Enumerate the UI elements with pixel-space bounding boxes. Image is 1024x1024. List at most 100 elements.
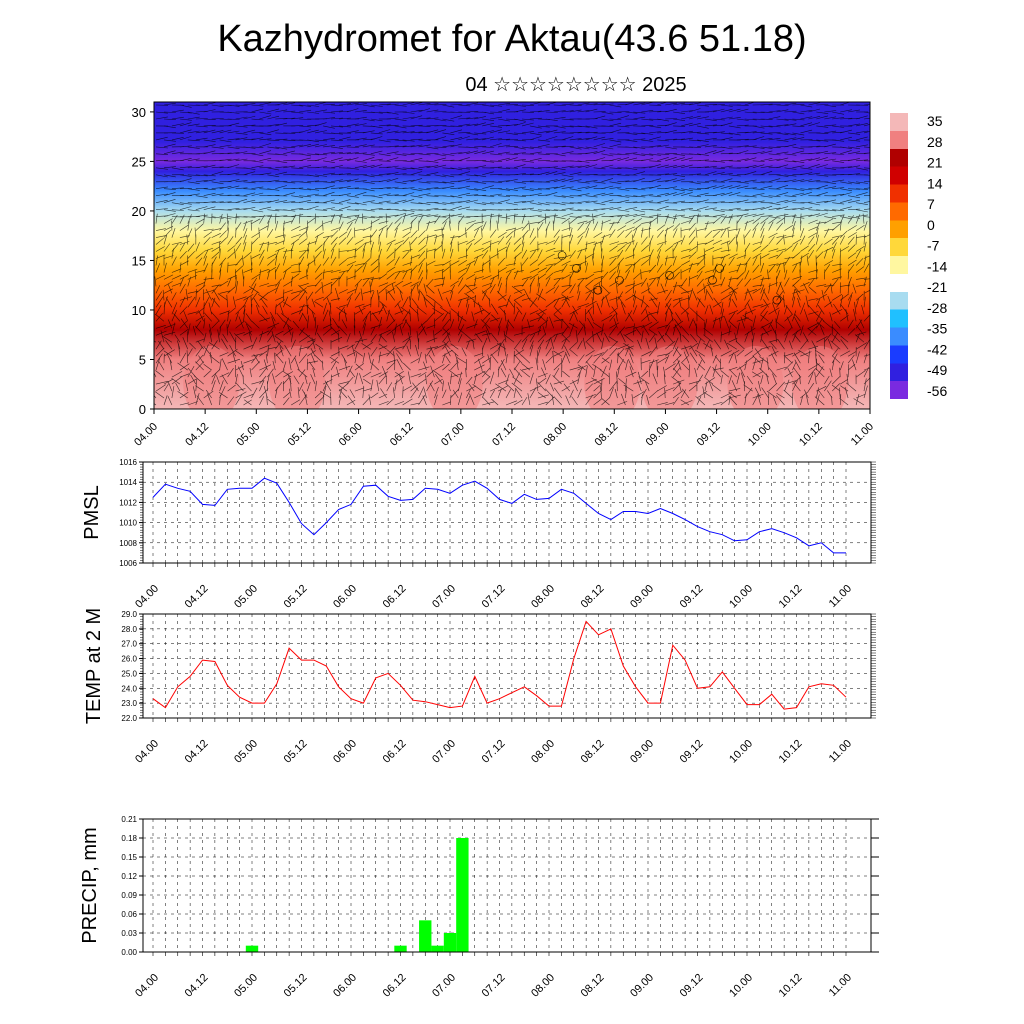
wind-vector: [766, 357, 769, 371]
wind-vector: [315, 102, 327, 106]
wind-vector: [641, 139, 654, 142]
wind-vector: [354, 303, 365, 308]
wind-vector: [251, 232, 261, 238]
wind-vector: [354, 307, 366, 315]
wind-vector: [840, 117, 853, 120]
wind-vector: [410, 202, 423, 204]
wind-vector: [776, 151, 789, 155]
wind-vector: [235, 320, 245, 329]
y-tick-label: 0: [139, 402, 146, 417]
wind-vector: [380, 388, 387, 399]
wind-vector: [240, 360, 244, 371]
wind-vector: [824, 269, 826, 280]
wind-vector: [505, 373, 510, 385]
wind-vector: [816, 157, 828, 162]
wind-vector: [784, 256, 790, 266]
wind-vector: [688, 173, 702, 176]
wind-vector: [848, 139, 861, 142]
wind-vector: [283, 296, 289, 308]
wind-vector: [472, 383, 483, 392]
wind-vector: [251, 192, 264, 196]
wind-vector: [221, 338, 228, 350]
wind-vector: [472, 300, 483, 308]
wind-vector: [490, 202, 503, 204]
wind-vector: [793, 334, 801, 343]
wind-vector: [521, 146, 534, 149]
wind-vector: [688, 251, 697, 259]
wind-vector: [770, 342, 777, 350]
wind-vector: [818, 390, 825, 399]
wind-vector: [720, 226, 731, 231]
wind-vector: [648, 235, 654, 245]
wind-vector: [305, 227, 308, 238]
wind-vector: [193, 375, 204, 385]
wind-vector: [307, 129, 319, 134]
wind-vector: [434, 129, 447, 134]
wind-vector: [219, 386, 226, 399]
wind-vector: [235, 394, 243, 406]
wind-vector: [696, 334, 706, 343]
wind-vector: [609, 280, 619, 287]
wind-vector: [824, 238, 833, 245]
wind-vector: [816, 234, 819, 245]
wind-vector: [808, 209, 821, 211]
wind-vector: [423, 388, 427, 399]
wind-vector: [275, 278, 282, 287]
wind-vector: [370, 216, 383, 219]
wind-vector: [672, 367, 682, 378]
wind-vector: [845, 309, 849, 322]
wind-vector: [362, 200, 375, 203]
wind-vector: [283, 289, 293, 294]
wind-vector: [330, 139, 344, 141]
wind-vector: [800, 228, 805, 238]
wind-vector: [800, 201, 813, 203]
wind-vector: [513, 146, 526, 150]
wind-vector: [316, 332, 324, 343]
wind-vector: [472, 339, 475, 350]
wind-vector: [473, 319, 478, 329]
wind-vector: [275, 102, 288, 106]
wind-vector: [856, 209, 868, 213]
wind-vector: [692, 291, 698, 301]
wind-vector: [688, 364, 690, 378]
wind-vector: [752, 304, 764, 308]
wind-vector: [474, 309, 485, 315]
chart-title: Kazhydromet for Aktau(43.6 51.18): [217, 18, 807, 60]
wind-vector: [844, 386, 849, 399]
wind-vector: [322, 379, 333, 385]
wind-vector: [450, 111, 463, 113]
wind-vector: [275, 146, 288, 150]
wind-vector: [370, 202, 383, 205]
wind-vector: [593, 280, 602, 287]
wind-vector: [641, 166, 654, 169]
wind-vector: [537, 288, 544, 301]
wind-vector: [863, 234, 865, 245]
wind-vector: [657, 173, 670, 176]
wind-vector: [537, 139, 550, 142]
wind-vector: [728, 132, 741, 136]
wind-vector: [847, 269, 850, 280]
wind-vector: [847, 236, 855, 245]
wind-vector: [736, 108, 749, 113]
wind-vector: [577, 102, 590, 106]
wind-vector: [482, 130, 494, 134]
wind-vector: [203, 109, 216, 113]
wind-vector: [768, 110, 781, 113]
wind-vector: [515, 387, 523, 399]
wind-vector: [744, 350, 753, 357]
wind-vector: [314, 391, 323, 399]
wind-vector: [442, 363, 450, 371]
wind-vector: [681, 188, 693, 192]
wind-vector: [442, 349, 453, 357]
wind-vector: [521, 229, 529, 238]
wind-vector: [171, 302, 178, 315]
wind-vector: [171, 274, 182, 280]
wind-vector: [450, 373, 452, 385]
wind-vector: [458, 206, 471, 210]
wind-vector: [760, 253, 770, 259]
wind-vector: [761, 339, 769, 350]
wind-vector: [227, 227, 229, 238]
wind-vector: [863, 367, 869, 378]
wind-vector: [187, 251, 196, 259]
wind-vector: [688, 262, 693, 273]
